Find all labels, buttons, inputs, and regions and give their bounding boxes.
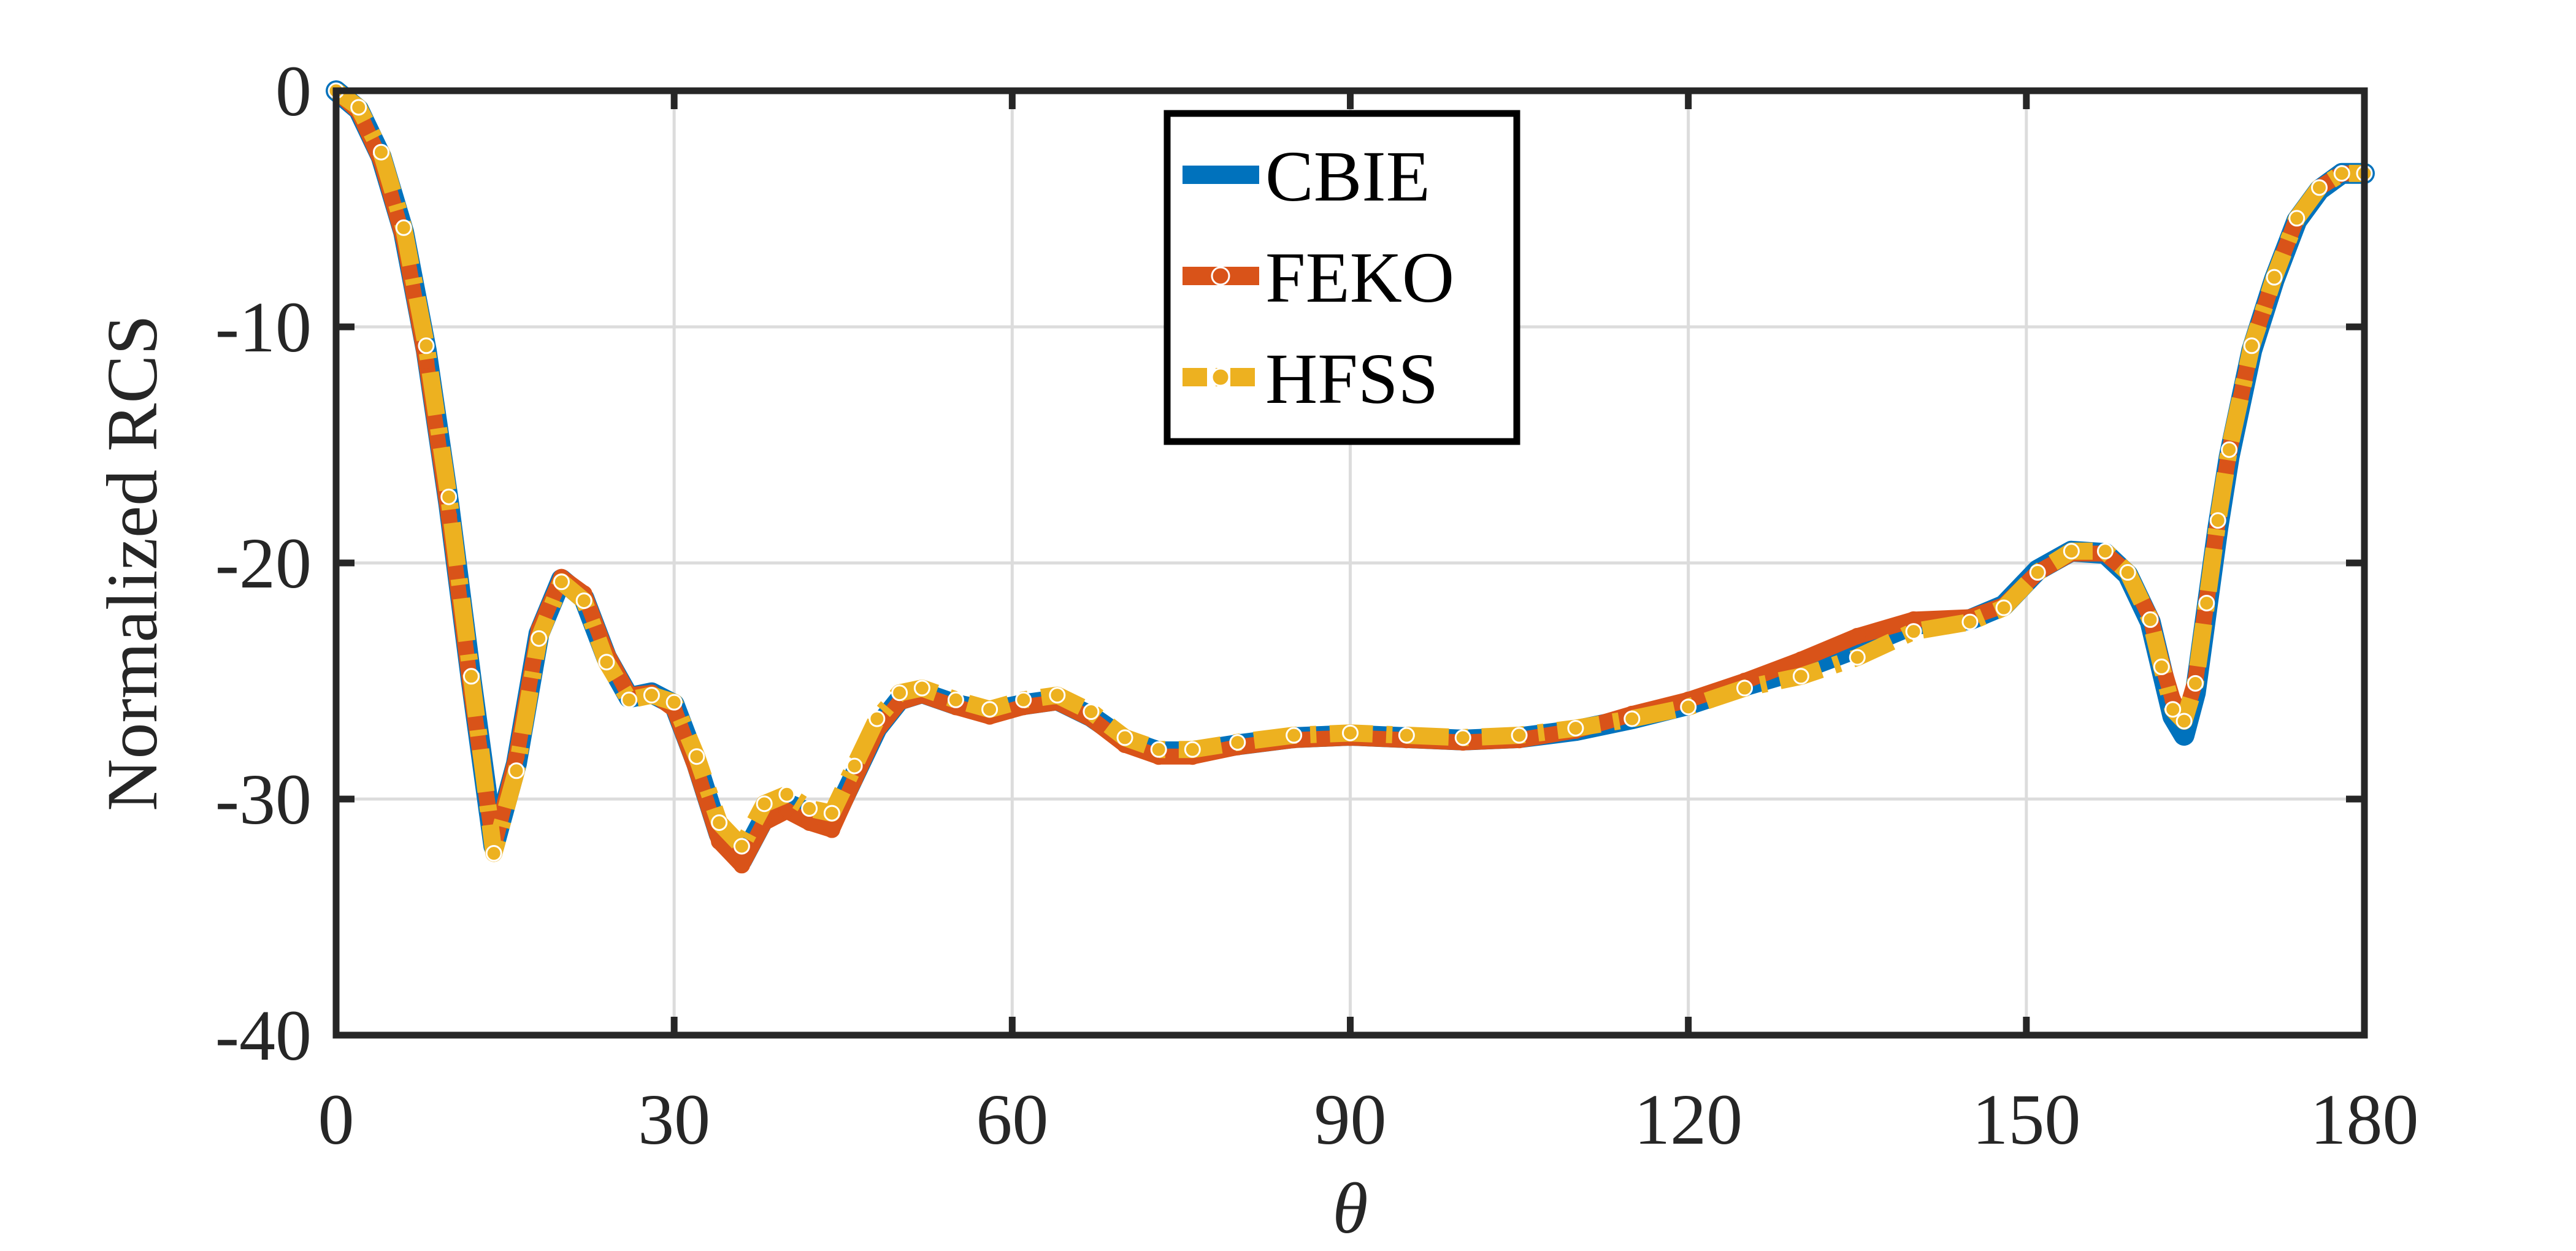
series-point-hfss — [947, 691, 964, 708]
series-point-hfss — [485, 845, 502, 862]
series-point-hfss — [575, 592, 592, 610]
series-point-feko — [1849, 627, 1866, 645]
legend-label-hfss: HFSS — [1265, 339, 1438, 419]
axis-ticks: 0 30 60 90 120 150 180 0 -10 -20 -30 -40 — [215, 51, 2419, 1160]
legend-marker-feko — [1211, 266, 1230, 286]
y-tick-label: 0 — [275, 51, 312, 131]
series-point-hfss — [350, 99, 367, 116]
y-tick-label: -30 — [215, 759, 312, 840]
series-point-hfss — [2333, 165, 2350, 182]
series-point-hfss — [2063, 543, 2080, 560]
series-point-hfss — [508, 762, 525, 779]
series-point-hfss — [1567, 720, 1584, 736]
series-point-hfss — [531, 630, 548, 647]
x-tick-label: 120 — [1634, 1079, 1742, 1160]
series-point-hfss — [2164, 701, 2182, 718]
series-point-hfss — [553, 573, 570, 591]
legend-marker-hfss — [1211, 367, 1230, 387]
series-point-hfss — [665, 694, 683, 711]
series-point-hfss — [756, 795, 773, 813]
series-point-hfss — [1623, 710, 1641, 727]
series-point-hfss — [1398, 727, 1415, 744]
series-point-hfss — [440, 488, 458, 505]
series-point-hfss — [1342, 724, 1359, 741]
x-tick-label: 180 — [2310, 1079, 2419, 1160]
x-tick-label: 30 — [638, 1079, 710, 1160]
series-point-hfss — [2175, 713, 2193, 730]
series-point-hfss — [2266, 269, 2283, 286]
series-point-hfss — [1049, 687, 1066, 704]
x-axis-label: θ — [1333, 1168, 1368, 1249]
y-tick-label: -10 — [215, 287, 312, 367]
series-point-hfss — [1015, 691, 1032, 708]
series-point-feko — [1792, 651, 1809, 668]
series-point-hfss — [823, 805, 840, 822]
series-point-hfss — [2153, 658, 2170, 675]
series-point-hfss — [395, 219, 412, 236]
series-point-hfss — [1905, 623, 1922, 640]
series-point-hfss — [801, 800, 818, 817]
series-point-hfss — [981, 701, 999, 718]
series-point-hfss — [621, 691, 638, 708]
series-point-hfss — [1849, 649, 1866, 666]
series-point-hfss — [688, 748, 705, 765]
series-point-hfss — [598, 654, 615, 671]
series-point-hfss — [891, 684, 908, 702]
series-point-feko — [823, 821, 840, 838]
legend: CBIE FEKO HFSS — [1163, 110, 1520, 445]
series-point-hfss — [778, 786, 795, 803]
series-point-hfss — [1286, 727, 1303, 744]
series-point-hfss — [711, 814, 728, 831]
series-point-hfss — [733, 838, 750, 855]
legend-label-feko: FEKO — [1265, 237, 1454, 318]
series-point-hfss — [372, 143, 389, 161]
series-point-hfss — [913, 679, 930, 697]
series-point-hfss — [2096, 543, 2114, 560]
series-point-hfss — [2311, 179, 2328, 196]
series-point-hfss — [1150, 741, 1167, 758]
series-point-hfss — [1680, 698, 1697, 716]
series-point-hfss — [1736, 679, 1754, 697]
series-point-hfss — [2288, 210, 2306, 227]
series-point-hfss — [868, 710, 886, 727]
y-tick-label: -20 — [215, 523, 312, 603]
series-point-hfss — [846, 757, 863, 775]
x-tick-label: 90 — [1314, 1079, 1387, 1160]
series-point-hfss — [2198, 594, 2215, 611]
series-point-hfss — [2209, 512, 2226, 529]
series-point-hfss — [2119, 564, 2136, 581]
y-tick-label: -40 — [215, 995, 312, 1076]
x-tick-label: 60 — [976, 1079, 1048, 1160]
series-point-hfss — [1995, 599, 2012, 616]
series-point-hfss — [418, 337, 435, 354]
series-point-hfss — [2029, 564, 2046, 581]
x-tick-label: 150 — [1972, 1079, 2080, 1160]
series-point-hfss — [1083, 703, 1100, 721]
series-point-hfss — [1454, 729, 1471, 746]
legend-label-cbie: CBIE — [1265, 136, 1430, 216]
series-point-hfss — [643, 687, 660, 704]
series-point-feko — [733, 857, 750, 874]
plot-series — [326, 80, 2375, 874]
series-point-hfss — [1511, 727, 1528, 744]
y-axis-label: Normalized RCS — [92, 315, 172, 811]
series-point-hfss — [1116, 729, 1133, 746]
series-point-hfss — [2221, 441, 2238, 458]
series-point-hfss — [1184, 741, 1201, 758]
series-point-feko — [440, 507, 458, 524]
series-point-hfss — [1961, 613, 1979, 630]
series-point-hfss — [1792, 668, 1809, 685]
series-point-hfss — [462, 668, 480, 685]
series-point-hfss — [1229, 734, 1246, 751]
series-point-hfss — [2243, 337, 2260, 354]
series-point-hfss — [2187, 675, 2204, 692]
x-tick-label: 0 — [318, 1079, 355, 1160]
series-point-hfss — [2142, 611, 2159, 628]
